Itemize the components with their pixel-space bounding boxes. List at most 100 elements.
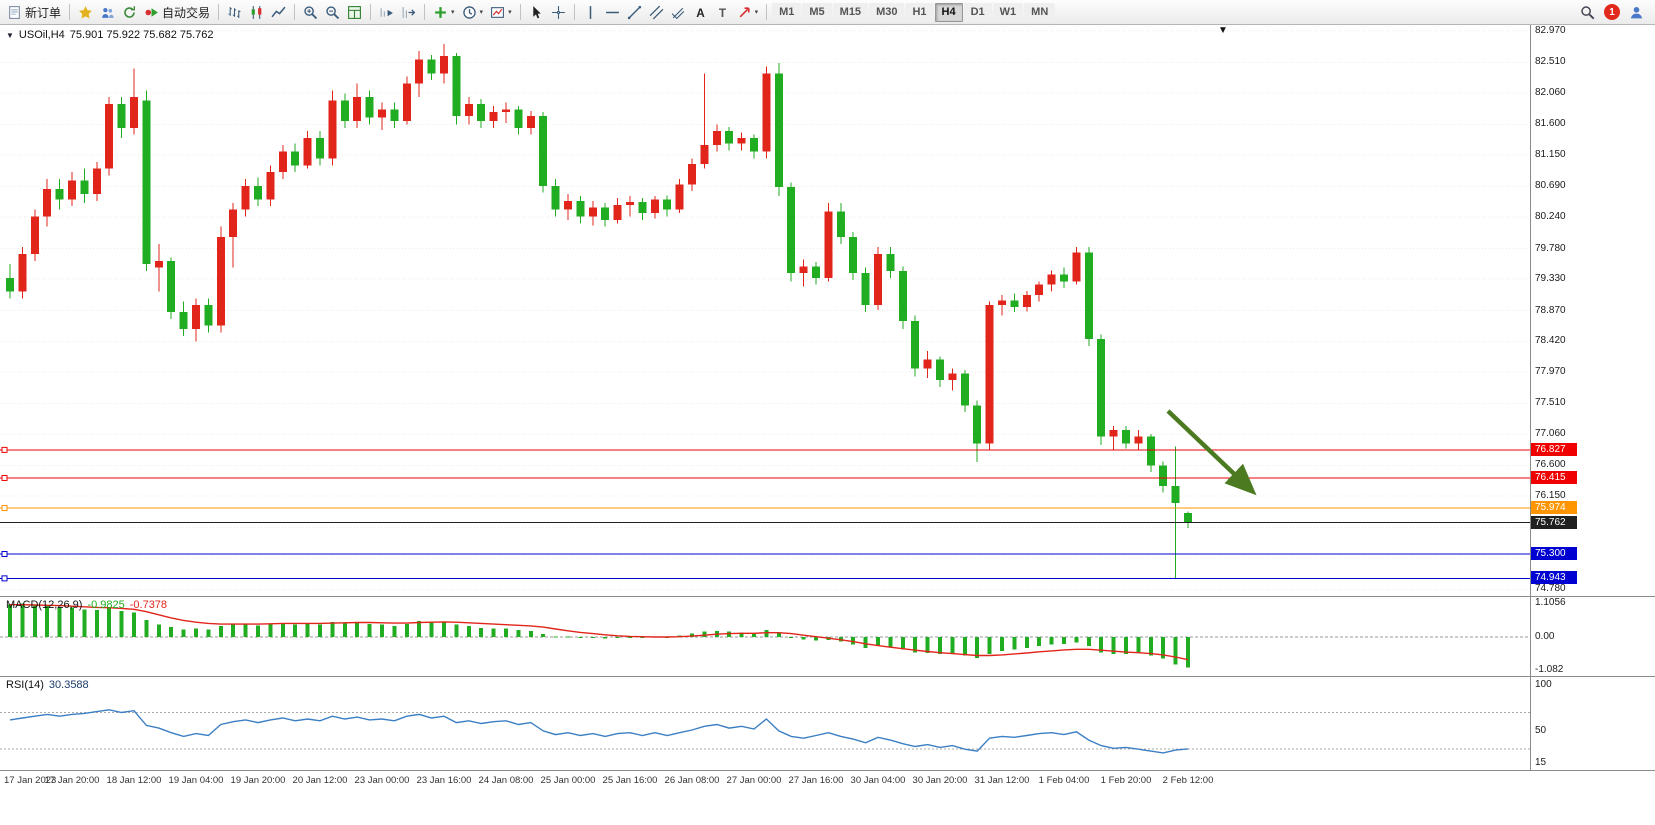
price-axis-label: 79.780 bbox=[1535, 242, 1566, 254]
line-chart-button[interactable] bbox=[268, 2, 289, 23]
candle-body bbox=[440, 56, 448, 74]
zoom-out-button[interactable] bbox=[322, 2, 343, 23]
price-tag-resistance[interactable]: 76.827 bbox=[1531, 442, 1577, 456]
macd-histogram-bar bbox=[404, 624, 409, 637]
candle-body bbox=[241, 185, 250, 210]
panel-divider[interactable] bbox=[0, 676, 1655, 677]
trendline-button[interactable] bbox=[624, 2, 645, 23]
arrows-button[interactable]: ▾ bbox=[734, 2, 762, 23]
vertical-line-button[interactable] bbox=[580, 2, 601, 23]
timeframe-h4[interactable]: H4 bbox=[934, 2, 963, 22]
main-chart[interactable]: ▼ bbox=[0, 25, 1530, 596]
symbol-collapse-icon[interactable]: ▼ bbox=[6, 30, 14, 40]
candle-body bbox=[402, 83, 411, 122]
timeframe-m5[interactable]: M5 bbox=[802, 2, 832, 22]
price-axis-label: 77.510 bbox=[1535, 397, 1566, 409]
chevron-down-icon: ▾ bbox=[754, 8, 759, 16]
separator bbox=[573, 4, 575, 20]
macd-histogram-bar bbox=[566, 636, 570, 638]
periods-button[interactable]: ▾ bbox=[459, 2, 487, 23]
profile-button[interactable] bbox=[1626, 2, 1647, 23]
candle-body bbox=[179, 311, 188, 329]
svg-text:T: T bbox=[718, 6, 726, 19]
chart-shift-button[interactable] bbox=[398, 2, 419, 23]
bar-chart-icon bbox=[228, 6, 241, 18]
price-axis[interactable]: 82.970 82.510 82.060 81.600 81.150 80.690 80.2… bbox=[1530, 25, 1655, 770]
notification-badge[interactable]: 1 bbox=[1604, 4, 1620, 20]
timeframe-h1[interactable]: H1 bbox=[905, 2, 934, 22]
candle-body bbox=[340, 100, 349, 122]
timeframe-m1[interactable]: M1 bbox=[772, 2, 802, 22]
new-order-button[interactable]: 新订单 bbox=[4, 2, 64, 23]
candle-body bbox=[688, 163, 696, 185]
horizontal-line-button[interactable] bbox=[602, 2, 623, 23]
zoom-in-button[interactable] bbox=[300, 2, 321, 23]
candle-body bbox=[886, 253, 895, 272]
candle-body bbox=[576, 200, 585, 217]
templates-button[interactable]: ▾ bbox=[487, 2, 515, 23]
candle-body bbox=[923, 359, 932, 369]
panel-divider[interactable] bbox=[0, 596, 1655, 597]
timeframe-mn[interactable]: MN bbox=[1024, 2, 1056, 22]
macd-histogram-bar bbox=[8, 604, 12, 637]
candle-body bbox=[626, 202, 634, 205]
macd-histogram-bar bbox=[355, 622, 360, 637]
price-tag-support[interactable]: 74.943 bbox=[1531, 571, 1577, 585]
rsi-panel[interactable] bbox=[0, 677, 1530, 770]
candle-body bbox=[1109, 429, 1118, 437]
line-handle[interactable] bbox=[1, 474, 8, 481]
candle-body bbox=[328, 100, 337, 159]
refresh-button[interactable] bbox=[119, 2, 140, 23]
macd-histogram-bar bbox=[987, 637, 992, 654]
scroll-to-end-marker[interactable]: ▼ bbox=[1218, 25, 1228, 36]
auto-trading-label: 自动交易 bbox=[162, 5, 211, 20]
candle-body bbox=[477, 103, 486, 122]
line-handle[interactable] bbox=[1, 505, 8, 512]
macd-histogram-bar bbox=[82, 609, 87, 637]
time-axis-label: 27 Jan 00:00 bbox=[726, 775, 782, 786]
community-button[interactable] bbox=[97, 2, 118, 23]
timeframe-d1[interactable]: D1 bbox=[963, 2, 992, 22]
line-handle[interactable] bbox=[1, 575, 8, 582]
price-axis-label: 82.510 bbox=[1535, 56, 1566, 68]
auto-trading-button[interactable]: 自动交易 bbox=[141, 2, 213, 23]
candle-body bbox=[551, 185, 560, 210]
macd-histogram-bar bbox=[442, 621, 446, 637]
macd-histogram-bar bbox=[1148, 637, 1153, 656]
text-button[interactable]: A bbox=[690, 2, 711, 23]
price-tag-support[interactable]: 75.300 bbox=[1531, 547, 1577, 560]
search-button[interactable] bbox=[1577, 2, 1598, 23]
time-axis[interactable]: 17 Jan 2023 17 Jan 20:00 18 Jan 12:00 19 Ja… bbox=[0, 770, 1655, 792]
timeframe-w1[interactable]: W1 bbox=[992, 2, 1024, 22]
macd-panel[interactable] bbox=[0, 597, 1530, 676]
candle-body bbox=[526, 116, 535, 128]
price-tag-current-bid[interactable]: 75.762 bbox=[1531, 515, 1577, 529]
macd-histogram-bar bbox=[900, 637, 905, 650]
bar-chart-button[interactable] bbox=[224, 2, 245, 23]
timeframe-m15[interactable]: M15 bbox=[832, 2, 869, 22]
macd-histogram-bar bbox=[528, 630, 533, 637]
auto-trading-icon bbox=[145, 7, 158, 17]
candlestick-chart-button[interactable] bbox=[246, 2, 267, 23]
candle-body bbox=[1010, 300, 1019, 308]
equidistant-channel-button[interactable] bbox=[646, 2, 667, 23]
line-handle[interactable] bbox=[1, 446, 8, 453]
pitchfork-button[interactable] bbox=[668, 2, 689, 23]
market-watch-button[interactable] bbox=[75, 2, 96, 23]
tile-windows-button[interactable] bbox=[344, 2, 365, 23]
cursor-button[interactable] bbox=[526, 2, 547, 23]
label-button[interactable]: T bbox=[712, 2, 733, 23]
candle-body bbox=[105, 103, 114, 169]
auto-scroll-button[interactable] bbox=[376, 2, 397, 23]
crosshair-button[interactable] bbox=[548, 2, 569, 23]
price-tag-pivot[interactable]: 75.974 bbox=[1531, 501, 1577, 515]
price-tag-resistance[interactable]: 76.415 bbox=[1531, 470, 1577, 484]
timeframe-m30[interactable]: M30 bbox=[869, 2, 905, 22]
macd-histogram-bar bbox=[194, 628, 198, 637]
candle-body bbox=[266, 172, 275, 200]
macd-histogram-bar bbox=[801, 637, 806, 640]
trend-arrow-annotation[interactable] bbox=[1166, 409, 1257, 496]
new-object-button[interactable]: ▾ bbox=[430, 2, 458, 23]
macd-histogram-bar bbox=[107, 607, 112, 637]
line-handle[interactable] bbox=[1, 551, 8, 558]
